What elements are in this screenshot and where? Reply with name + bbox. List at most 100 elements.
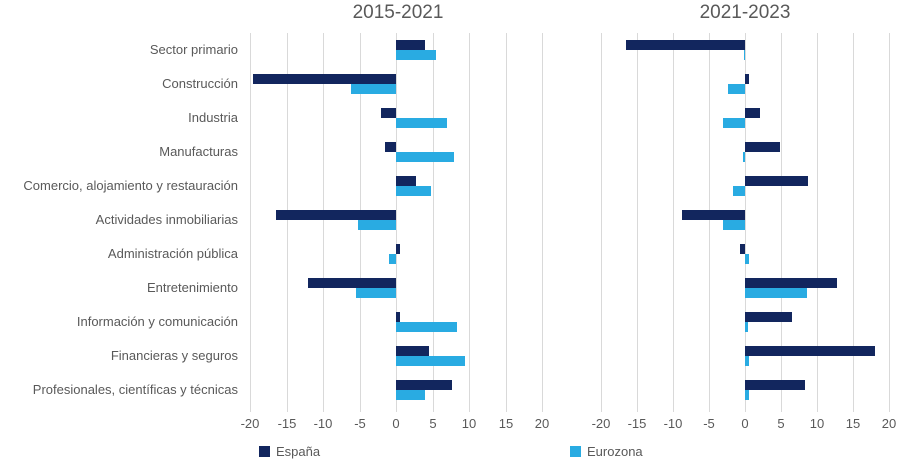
bar-eurozona: [396, 50, 437, 60]
bar-espana: [252, 74, 396, 84]
bar-espana: [745, 74, 749, 84]
legend-swatch-espana: [259, 446, 270, 457]
bar-eurozona: [745, 288, 807, 298]
x-tick-label: 5: [429, 416, 437, 431]
bar-eurozona: [355, 288, 396, 298]
legend-item-espana: España: [259, 444, 320, 459]
x-tick-label: -20: [240, 416, 260, 431]
bar-espana: [745, 346, 875, 356]
gridline: [542, 33, 543, 412]
x-tick-label: 5: [777, 416, 785, 431]
bar-espana: [745, 142, 780, 152]
legend-swatch-eurozona: [570, 446, 581, 457]
x-tick-label: -20: [591, 416, 611, 431]
bar-espana: [745, 380, 805, 390]
category-label: Financieras y seguros: [110, 348, 238, 363]
category-label: Profesionales, científicas y técnicas: [32, 382, 238, 397]
bar-espana: [396, 380, 453, 390]
bar-espana: [745, 278, 838, 288]
bar-eurozona: [723, 118, 745, 128]
bar-espana: [739, 244, 745, 254]
category-label: Industria: [188, 110, 238, 125]
bar-espana: [745, 176, 808, 186]
gridline: [601, 33, 602, 412]
bar-eurozona: [745, 254, 750, 264]
bar-espana: [682, 210, 745, 220]
category-label: Información y comunicación: [76, 314, 238, 329]
bar-eurozona: [742, 152, 745, 162]
legend-label-espana: España: [276, 444, 321, 459]
gridline: [745, 33, 746, 412]
x-tick-label: 10: [461, 416, 477, 431]
bar-eurozona: [745, 322, 748, 332]
panel-title-left: 2015-2021: [352, 2, 444, 23]
gridline: [287, 33, 288, 412]
bar-espana: [275, 210, 396, 220]
bar-eurozona: [396, 356, 465, 366]
x-tick-label: -15: [277, 416, 297, 431]
bar-espana: [745, 312, 792, 322]
bar-espana: [381, 108, 396, 118]
x-tick-label: -15: [627, 416, 647, 431]
panel-title-right: 2021-2023: [699, 2, 791, 23]
legend-label-eurozona: Eurozona: [587, 444, 643, 459]
category-label: Manufacturas: [159, 144, 238, 159]
bar-eurozona: [743, 50, 745, 60]
bar-eurozona: [723, 220, 745, 230]
bar-espana: [396, 40, 426, 50]
gridline: [673, 33, 674, 412]
x-tick-label: 0: [741, 416, 749, 431]
bar-eurozona: [396, 152, 455, 162]
bar-eurozona: [745, 390, 749, 400]
x-tick-label: -10: [313, 416, 333, 431]
bar-espana: [396, 244, 400, 254]
x-tick-label: 10: [809, 416, 825, 431]
x-tick-label: 20: [881, 416, 897, 431]
category-label: Administración pública: [107, 246, 238, 261]
bar-eurozona: [396, 390, 426, 400]
x-tick-label: 15: [845, 416, 861, 431]
gridline: [250, 33, 251, 412]
category-label: Comercio, alojamiento y restauración: [23, 178, 238, 193]
category-label: Entretenimiento: [146, 280, 238, 295]
gridline: [853, 33, 854, 412]
gridline: [506, 33, 507, 412]
gridline: [433, 33, 434, 412]
bar-eurozona: [396, 118, 448, 128]
bar-eurozona: [358, 220, 396, 230]
bar-eurozona: [396, 322, 458, 332]
x-tick-label: -5: [354, 416, 366, 431]
bar-eurozona: [727, 84, 745, 94]
x-tick-label: 15: [498, 416, 514, 431]
bar-espana: [308, 278, 396, 288]
bar-espana: [385, 142, 396, 152]
bar-eurozona: [388, 254, 396, 264]
x-tick-label: 0: [392, 416, 400, 431]
gridline: [637, 33, 638, 412]
x-tick-label: 20: [534, 416, 550, 431]
category-label: Sector primario: [149, 42, 238, 57]
bar-espana: [396, 346, 429, 356]
bar-espana: [396, 176, 416, 186]
bar-espana: [745, 108, 761, 118]
bar-eurozona: [745, 356, 749, 366]
bar-espana: [626, 40, 745, 50]
bar-eurozona: [733, 186, 745, 196]
bar-eurozona: [396, 186, 432, 196]
bar-eurozona: [351, 84, 396, 94]
gridline: [469, 33, 470, 412]
gridline: [323, 33, 324, 412]
legend: España Eurozona: [0, 444, 901, 464]
category-label: Actividades inmobiliarias: [95, 212, 238, 227]
bar-espana: [396, 312, 400, 322]
gridline: [396, 33, 397, 412]
gridline: [817, 33, 818, 412]
x-tick-label: -10: [663, 416, 683, 431]
category-label: Construcción: [162, 76, 238, 91]
legend-item-eurozona: Eurozona: [570, 444, 643, 459]
gridline: [889, 33, 890, 412]
gridline: [709, 33, 710, 412]
gridline: [781, 33, 782, 412]
x-tick-label: -5: [703, 416, 715, 431]
